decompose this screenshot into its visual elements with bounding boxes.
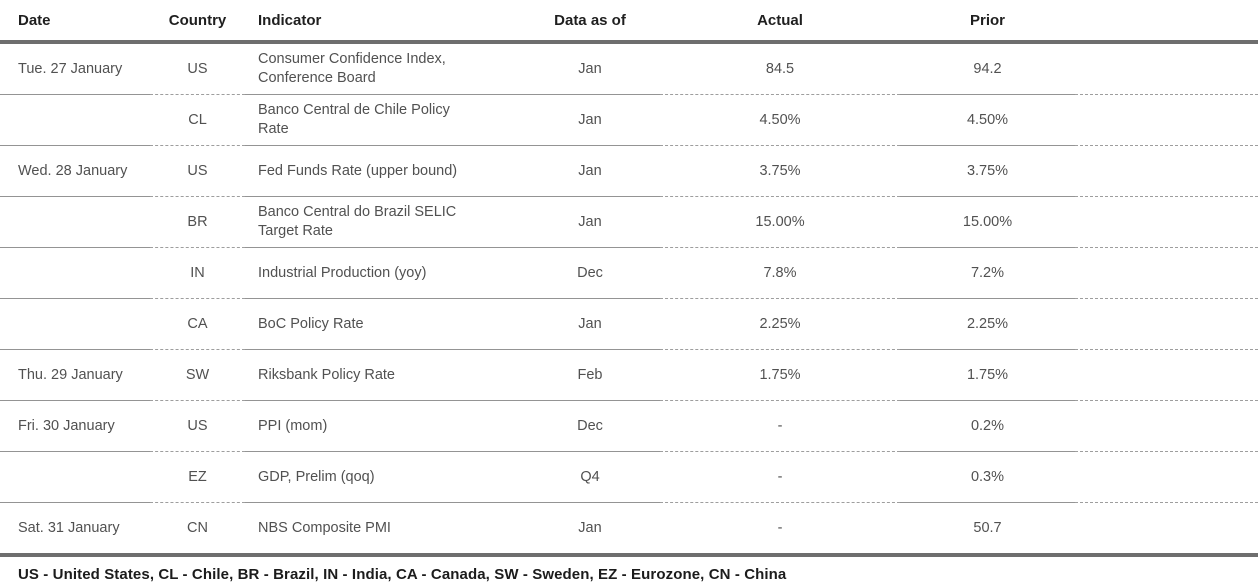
cell-actual: 3.75% — [660, 145, 900, 197]
cell-actual: 84.5 — [660, 42, 900, 95]
table-row: IN Industrial Production (yoy) Dec 7.8% … — [0, 247, 1258, 299]
header-row: Date Country Indicator Data as of Actual… — [0, 0, 1258, 44]
cell-data-as-of: Jan — [520, 94, 660, 146]
cell-country: EZ — [150, 451, 245, 503]
cell-country: CL — [150, 94, 245, 146]
country-codes-legend: US - United States, CL - Chile, BR - Bra… — [0, 553, 1258, 583]
cell-date — [0, 451, 150, 503]
table-row: CA BoC Policy Rate Jan 2.25% 2.25% — [0, 298, 1258, 350]
cell-data-as-of: Jan — [520, 145, 660, 197]
cell-data-as-of: Dec — [520, 400, 660, 452]
table-row: Fri. 30 January US PPI (mom) Dec - 0.2% — [0, 400, 1258, 452]
cell-country: US — [150, 42, 245, 95]
column-header-actual: Actual — [660, 0, 900, 44]
cell-country: SW — [150, 349, 245, 401]
column-header-indicator: Indicator — [245, 0, 520, 44]
cell-data-as-of: Q4 — [520, 451, 660, 503]
cell-country: CN — [187, 519, 208, 536]
cell-empty — [1075, 298, 1258, 350]
cell-empty — [1075, 42, 1258, 95]
cell-date: Thu. 29 January — [0, 349, 150, 401]
cell-empty — [1075, 247, 1258, 299]
cell-data-as-of: Jan — [520, 42, 660, 95]
cell-indicator: Banco Central de Chile Policy Rate — [245, 94, 520, 146]
cell-data-as-of: Jan — [520, 196, 660, 248]
table-row: Wed. 28 January US Fed Funds Rate (upper… — [0, 145, 1258, 197]
cell-data-as-of: Jan — [520, 298, 660, 350]
cell-date: Wed. 28 January — [0, 145, 150, 197]
cell-empty — [1075, 400, 1258, 452]
cell-empty — [1075, 145, 1258, 197]
cell-actual: - — [777, 519, 783, 536]
cell-empty — [1075, 196, 1258, 248]
table-row: EZ GDP, Prelim (qoq) Q4 - 0.3% — [0, 451, 1258, 503]
column-header-data-as-of: Data as of — [520, 0, 660, 44]
table-row: Tue. 27 January US Consumer Confidence I… — [0, 42, 1258, 95]
cell-indicator: Fed Funds Rate (upper bound) — [245, 145, 520, 197]
column-header-empty — [1075, 0, 1258, 44]
cell-indicator: GDP, Prelim (qoq) — [245, 451, 520, 503]
cell-prior: 50.7 — [973, 519, 1002, 536]
table-row: Sat. 31 January CN NBS Composite PMI Jan… — [0, 503, 1258, 554]
cell-actual: - — [660, 451, 900, 503]
cell-indicator: Industrial Production (yoy) — [245, 247, 520, 299]
cell-empty — [1075, 451, 1258, 503]
cell-prior: 94.2 — [900, 42, 1075, 95]
table-row: BR Banco Central do Brazil SELIC Target … — [0, 196, 1258, 248]
cell-prior: 15.00% — [900, 196, 1075, 248]
cell-actual: 4.50% — [660, 94, 900, 146]
cell-actual: - — [660, 400, 900, 452]
cell-actual: 15.00% — [660, 196, 900, 248]
cell-country: US — [150, 400, 245, 452]
cell-country: CA — [150, 298, 245, 350]
column-header-date: Date — [0, 0, 150, 44]
cell-actual: 2.25% — [660, 298, 900, 350]
cell-date — [0, 247, 150, 299]
cell-country: BR — [150, 196, 245, 248]
table-row: CL Banco Central de Chile Policy Rate Ja… — [0, 94, 1258, 146]
cell-empty — [1075, 94, 1258, 146]
cell-country: US — [150, 145, 245, 197]
cell-actual: 7.8% — [660, 247, 900, 299]
cell-date: Sat. 31 January — [18, 519, 120, 536]
cell-actual: 1.75% — [660, 349, 900, 401]
cell-prior: 0.2% — [900, 400, 1075, 452]
cell-indicator: Riksbank Policy Rate — [245, 349, 520, 401]
cell-indicator: Banco Central do Brazil SELIC Target Rat… — [245, 196, 520, 248]
cell-prior: 4.50% — [900, 94, 1075, 146]
cell-empty — [1075, 503, 1258, 554]
cell-date — [0, 196, 150, 248]
cell-empty — [1075, 349, 1258, 401]
cell-prior: 3.75% — [900, 145, 1075, 197]
cell-data-as-of: Jan — [578, 519, 602, 536]
cell-prior: 0.3% — [900, 451, 1075, 503]
cell-country: IN — [150, 247, 245, 299]
data-table: Date Country Indicator Data as of Actual… — [0, 0, 1258, 553]
cell-data-as-of: Feb — [520, 349, 660, 401]
table-header: Date Country Indicator Data as of Actual… — [0, 0, 1258, 44]
cell-indicator: PPI (mom) — [245, 400, 520, 452]
cell-prior: 2.25% — [900, 298, 1075, 350]
cell-date — [0, 298, 150, 350]
cell-indicator: NBS Composite PMI — [258, 519, 391, 536]
cell-date: Tue. 27 January — [0, 42, 150, 95]
table-row: Thu. 29 January SW Riksbank Policy Rate … — [0, 349, 1258, 401]
cell-date — [0, 94, 150, 146]
cell-indicator: Consumer Confidence Index, Conference Bo… — [245, 42, 520, 95]
column-header-prior: Prior — [900, 0, 1075, 44]
cell-date: Fri. 30 January — [0, 400, 150, 452]
cell-indicator: BoC Policy Rate — [245, 298, 520, 350]
cell-data-as-of: Dec — [520, 247, 660, 299]
column-header-country: Country — [150, 0, 245, 44]
cell-prior: 7.2% — [900, 247, 1075, 299]
cell-prior: 1.75% — [900, 349, 1075, 401]
table-body: Tue. 27 January US Consumer Confidence I… — [0, 42, 1258, 553]
